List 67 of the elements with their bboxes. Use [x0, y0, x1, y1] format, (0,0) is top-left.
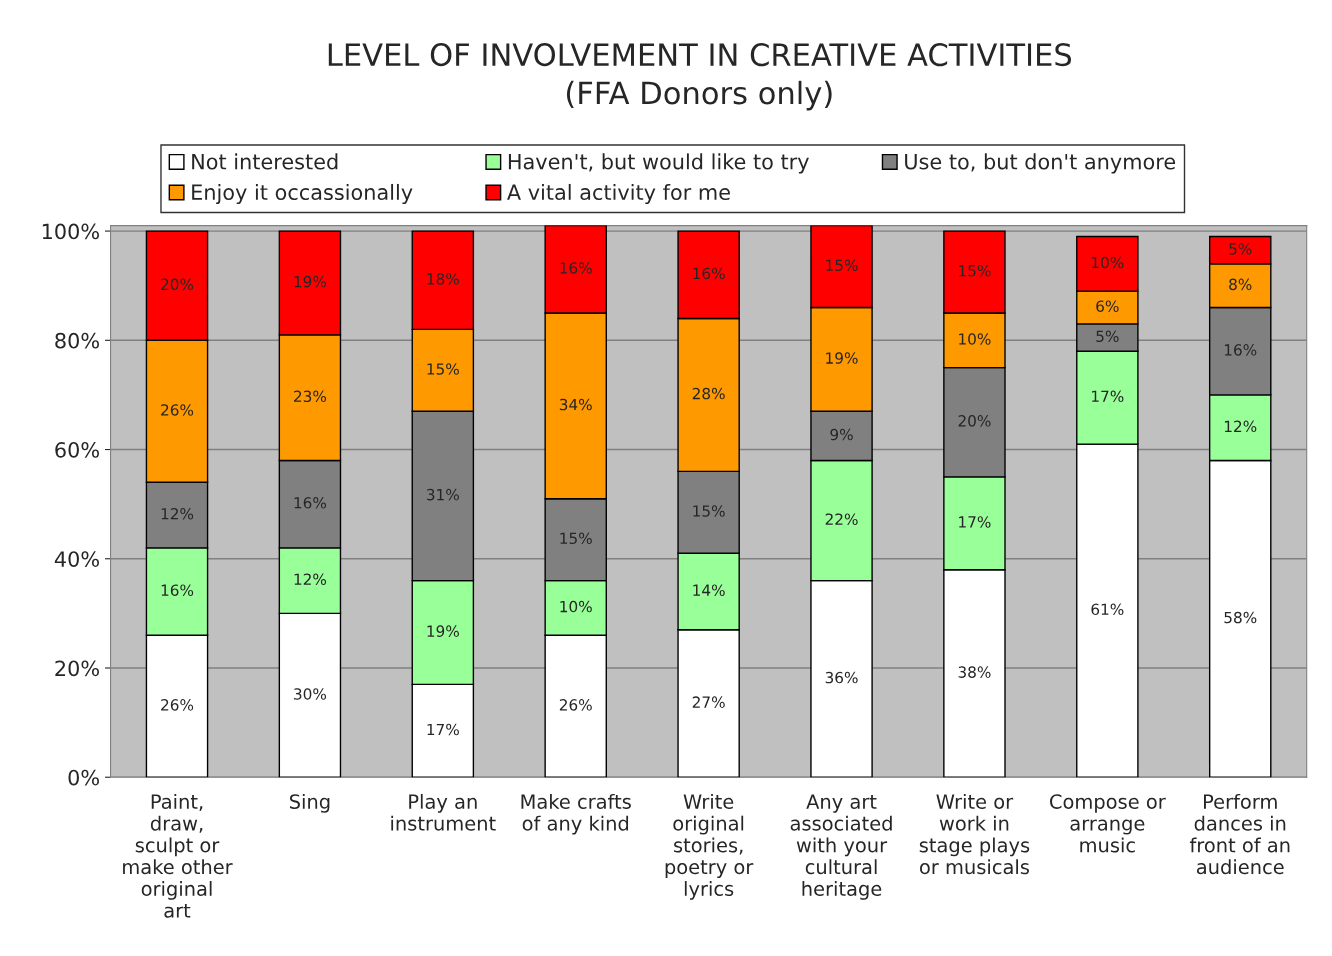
data-label: 5% [1096, 330, 1119, 343]
data-label: 26% [161, 404, 194, 416]
data-label: 16% [161, 584, 194, 596]
data-label: 20% [958, 415, 991, 427]
data-label: 38% [958, 666, 991, 678]
data-label: 19% [427, 625, 459, 637]
data-label: 18% [427, 273, 459, 285]
data-label: 8% [1229, 278, 1252, 291]
data-label: 15% [959, 264, 991, 277]
data-label: 16% [693, 267, 725, 280]
legend-label: Not interested [192, 153, 338, 170]
data-label: 28% [692, 387, 725, 400]
data-label: 16% [560, 262, 592, 274]
data-label: 10% [1092, 256, 1124, 269]
data-label: 19% [294, 275, 327, 288]
data-label: 36% [825, 671, 858, 684]
data-label: 23% [294, 390, 327, 403]
y-tick-label: 100% [42, 223, 99, 240]
data-label: 12% [294, 573, 327, 586]
x-tick-label: Paint, draw, sculpt or make other original art [123, 793, 233, 918]
data-label: 15% [693, 505, 725, 517]
data-label: 12% [161, 507, 194, 520]
data-label: 34% [559, 398, 592, 411]
chart-subtitle: (FFA Donors only) [566, 80, 832, 111]
x-tick-label: Write or work in stage plays or musicals [919, 793, 1030, 875]
data-label: 17% [1092, 390, 1124, 403]
data-label: 17% [959, 516, 991, 528]
x-tick-label: Play an instrument [391, 793, 496, 831]
y-tick-label: 80% [55, 332, 99, 349]
x-tick-label: Perform dances in front of an audience [1189, 793, 1290, 875]
data-label: 61% [1091, 603, 1124, 616]
data-label: 26% [161, 699, 194, 711]
data-label: 10% [959, 333, 991, 345]
data-label: 5% [1229, 243, 1252, 255]
y-tick-label: 40% [54, 551, 99, 567]
data-label: 31% [427, 488, 459, 501]
data-label: 19% [826, 352, 858, 364]
x-tick-label: Make crafts of any kind [521, 793, 631, 835]
x-tick-label: Sing [289, 793, 330, 813]
data-label: 9% [830, 428, 853, 441]
legend-label: Haven't, but would like to try [508, 153, 809, 174]
data-label: 14% [693, 584, 725, 596]
legend-label: Enjoy it occassionally [192, 183, 413, 205]
data-label: 10% [560, 600, 592, 613]
x-tick-label: Compose or arrange music [1050, 794, 1166, 853]
y-tick-label: 20% [55, 660, 99, 677]
data-label: 20% [161, 278, 194, 291]
data-label: 22% [825, 513, 858, 525]
data-label: 15% [826, 259, 858, 272]
data-label: 15% [560, 532, 592, 545]
data-label: 16% [1224, 344, 1257, 356]
data-label: 12% [1224, 420, 1257, 433]
legend-label: A vital activity for me [507, 183, 730, 205]
chart-title: LEVEL OF INVOLVEMENT IN CREATIVE ACTIVITIES [328, 43, 1072, 67]
x-tick-label: Write original stories, poetry or lyrics [665, 793, 754, 900]
data-label: 17% [427, 723, 459, 736]
data-label: 58% [1224, 611, 1257, 624]
data-label: 26% [559, 699, 592, 711]
x-tick-label: Any art associated with your cultural heritage [790, 794, 892, 900]
legend-label: Use to, but don't anymore [905, 153, 1176, 174]
data-label: 27% [692, 696, 725, 708]
y-tick-label: 0% [68, 769, 99, 786]
y-tick-label: 60% [55, 441, 99, 458]
data-label: 6% [1096, 300, 1119, 312]
data-label: 30% [294, 688, 327, 700]
data-label: 15% [427, 363, 459, 375]
data-label: 16% [294, 497, 327, 509]
